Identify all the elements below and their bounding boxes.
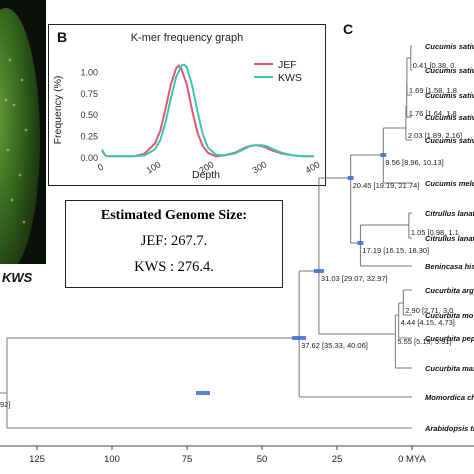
cucumber-body [0, 8, 40, 272]
kmer-chart-panel: B K-mer frequency graph Frequency (%) De… [48, 24, 326, 186]
time-axis-tick-label: 100 [104, 454, 120, 465]
genome-size-jef: JEF: 267.7. [140, 233, 208, 249]
kmer-x-tick: 300 [250, 159, 268, 175]
kmer-series [101, 63, 314, 158]
cucumber-image: KWS [0, 8, 46, 290]
panel-b-label: B [57, 29, 67, 45]
tree-tip-labels: Cucumis sativ Cucumis sativ Cucumis sativ C… [424, 42, 474, 433]
time-axis-tick-label: 25 [332, 454, 343, 465]
tree-tip-label: Momordica ch [425, 393, 474, 402]
photo-tag: KWS [2, 270, 33, 285]
time-axis-tick-label: 125 [29, 454, 45, 465]
node-confidence-bar [357, 241, 364, 245]
node-confidence-bar [292, 336, 307, 340]
tree-node-label: 2.90 [2.71, 3.0 [405, 306, 453, 315]
tree-node-label: 4.44 [4.15, 4.73] [401, 318, 455, 327]
tree-node-label: 1.05 [0.98, 1.1 [411, 228, 459, 237]
kmer-y-tick: 0.50 [80, 110, 98, 120]
kmer-y-tick: 0.75 [80, 89, 98, 99]
time-axis-tick-label: 75 [182, 454, 193, 465]
tree-tip-label: Cucumis sativ [425, 113, 474, 122]
node-confidence-bar [380, 153, 387, 157]
tree-tip-label: Arabidopsis th [424, 424, 474, 433]
tree-node-label: 0.41 [0.38, 0. [413, 61, 457, 70]
tree-tip-label: Cucumis melo [425, 179, 474, 188]
tree-tip-label: Cucumis sativ [425, 66, 474, 75]
panel-c-label: C [343, 21, 353, 37]
tree-node-label: 1.76 [1.64, 1.8 [409, 109, 457, 118]
node-confidence-bar [313, 269, 324, 273]
tree-node-label: 9.56 [8.96, 10.13] [385, 158, 443, 167]
kmer-legend-label: KWS [278, 72, 302, 84]
tree-tip-label: Cucumis sativ [425, 136, 474, 145]
tree-tip-label: Cucurbita max [425, 364, 474, 373]
kmer-y-tick: 0.00 [80, 153, 98, 163]
kmer-chart: B K-mer frequency graph Frequency (%) De… [52, 29, 322, 181]
tree-tip-label: Cucurbita pepo [425, 334, 474, 343]
tree-node-label: 20.45 [19.19, 21.74] [353, 181, 420, 190]
root-label-fragment: 92] [0, 400, 10, 409]
tree-tip-label: Citrullus lanat [425, 234, 474, 243]
tree-tip-label: Cucumis sativ [425, 91, 474, 100]
genome-size-title: Estimated Genome Size: [100, 208, 248, 223]
kmer-line-kws [101, 63, 314, 158]
kmer-chart-title: K-mer frequency graph [131, 32, 244, 44]
tree-tip-label: Cucurbita mos [425, 311, 474, 320]
time-axis: 125 100 75 50 25 0 MYA [0, 445, 474, 465]
cucumber-photo: KWS [0, 0, 46, 290]
tree-node-label: 37.62 [35.33, 40.06] [301, 341, 368, 350]
kmer-x-tick: 0 [96, 162, 105, 173]
root-confidence-bar [196, 391, 210, 395]
tree-tip-label: Citrullus lanat [425, 209, 474, 218]
kmer-x-tick: 400 [303, 159, 321, 175]
cucumber-spines [4, 58, 28, 224]
tree-node-label: 2.03 [1.89, 2.16] [408, 131, 462, 140]
time-axis-tick-label: 0 MYA [398, 454, 426, 465]
kmer-y-tick: 0.25 [80, 132, 98, 142]
tree-node-label: 1.69 [1.58, 1.8 [409, 86, 457, 95]
tree-node-label: 5.55 [5.19, 5.91] [397, 337, 451, 346]
kmer-x-tick: 100 [144, 159, 162, 175]
node-confidence-bar [347, 176, 354, 180]
genome-size-kws: KWS : 276.4. [134, 259, 214, 275]
tree-tip-label: Cucurbita argy [425, 286, 474, 295]
tree-node-label: 17.19 [16.15, 18.30] [362, 246, 429, 255]
kmer-y-axis-label: Frequency (%) [52, 76, 64, 145]
tree-node-label: 31.03 [29.07, 32.97] [321, 274, 388, 283]
time-axis-tick-label: 50 [257, 454, 268, 465]
kmer-y-tick: 1.00 [80, 67, 98, 77]
tree-tip-label: Benincasa his [425, 262, 474, 271]
kmer-legend-label: JEF [278, 59, 297, 71]
photo-tag-background [0, 264, 46, 290]
genome-size-box: Estimated Genome Size: JEF: 267.7. KWS :… [65, 200, 283, 288]
kmer-x-axis-label: Depth [192, 169, 220, 181]
tree-tip-label: Cucumis sativ [425, 42, 474, 51]
